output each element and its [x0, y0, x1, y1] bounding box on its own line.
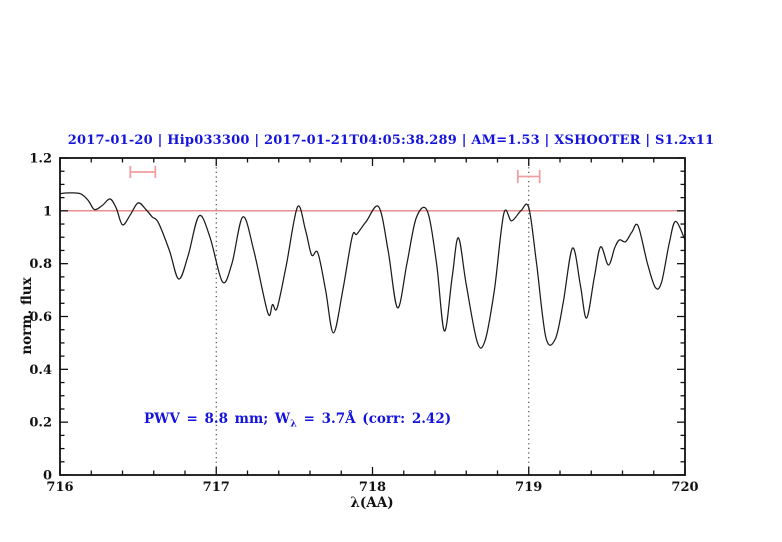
- x-tick-label: 719: [515, 480, 542, 495]
- ew-span-marker: [516, 169, 541, 184]
- y-tick-label: 1.2: [29, 152, 52, 167]
- y-axis-label: norm. flux: [19, 277, 35, 355]
- pwv-annotation-suffix: = 3.7Å (corr: 2.42): [296, 411, 452, 427]
- y-tick-label: 0.6: [29, 310, 52, 325]
- y-tick-label: 1: [43, 204, 52, 219]
- pwv-annotation: PWV = 8.8 mm; Wλ = 3.7Å (corr: 2.42): [144, 411, 451, 430]
- x-tick-label: 716: [46, 480, 73, 495]
- x-tick-label: 717: [203, 480, 230, 495]
- x-tick-label: 720: [671, 480, 698, 495]
- y-tick-label: 0.8: [29, 257, 52, 272]
- plot-title: 2017-01-20 | Hip033300 | 2017-01-21T04:0…: [67, 133, 715, 148]
- spectrum-curve: [60, 192, 685, 349]
- y-tick-label: 0.4: [29, 363, 52, 378]
- pwv-annotation-prefix: PWV = 8.8 mm; W: [144, 411, 291, 427]
- y-tick-label: 0: [43, 469, 52, 484]
- pwv-annotation-subscript: λ: [290, 418, 297, 430]
- y-tick-label: 0.2: [29, 416, 52, 431]
- x-axis-label: λ(AA): [350, 495, 394, 511]
- x-tick-label: 718: [359, 480, 386, 495]
- ew-span-marker: [129, 165, 157, 179]
